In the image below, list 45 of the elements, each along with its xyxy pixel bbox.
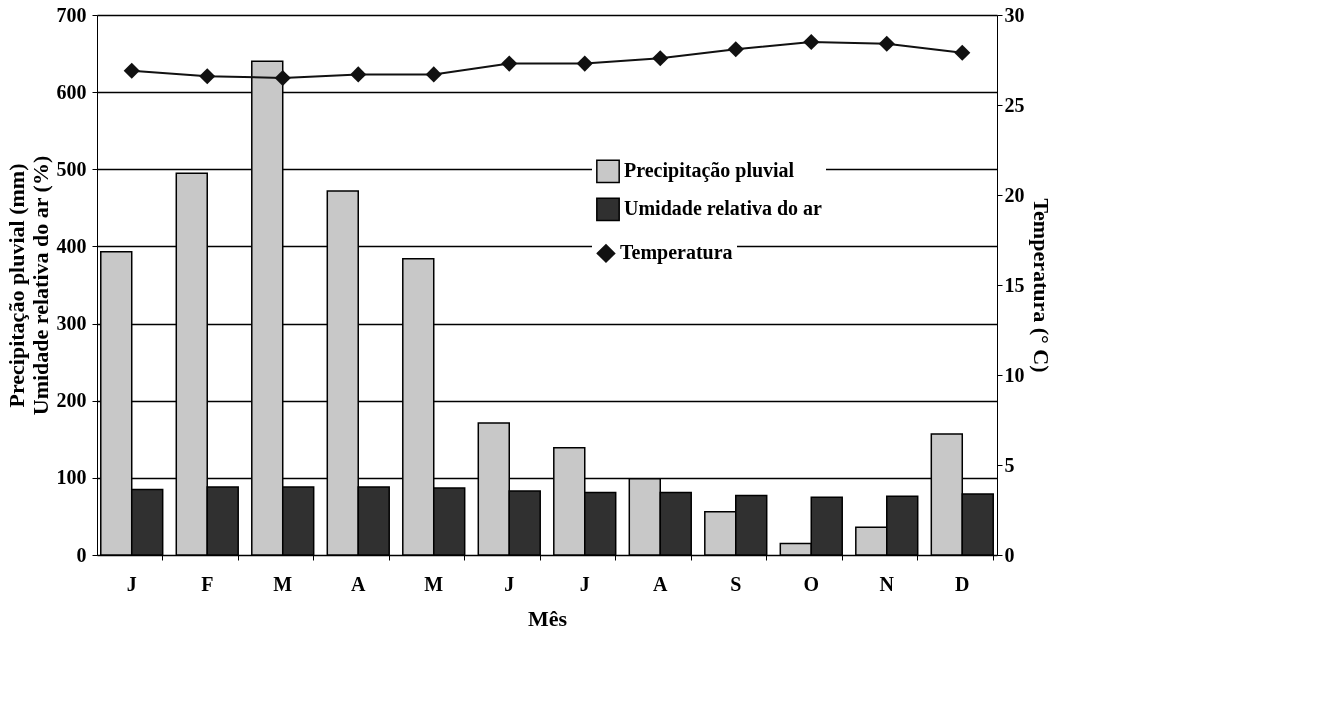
- point: [576, 55, 593, 72]
- x-tick-label: J: [579, 572, 590, 595]
- x-tick-label: A: [653, 572, 669, 595]
- y-tick-label: 300: [56, 312, 87, 335]
- x-tick-label: M: [273, 572, 293, 595]
- y-tick-label: 0: [76, 543, 87, 566]
- y-tick-label: 100: [56, 466, 87, 489]
- y-axis-title: Precipitação pluvial (mm) Umidade relativa do ar (%): [3, 155, 53, 416]
- y2-tick-label: 5: [1004, 453, 1015, 476]
- point: [425, 66, 442, 83]
- point: [199, 68, 216, 85]
- y2-tick-label: 25: [1004, 93, 1025, 116]
- legend-label: Umidade relativa do ar: [624, 197, 823, 220]
- y-tick-label: 700: [56, 3, 87, 26]
- y2-tick-label: 30: [1004, 3, 1025, 26]
- y2-tick-label: 0: [1004, 543, 1015, 566]
- point: [123, 62, 140, 79]
- y2-tick-label: 15: [1004, 273, 1025, 296]
- point: [878, 35, 895, 52]
- point: [274, 69, 291, 87]
- x-tick-label: J: [126, 572, 137, 595]
- y-tick-label: 600: [56, 80, 87, 103]
- x-tick-label: A: [351, 572, 367, 595]
- point: [727, 41, 744, 58]
- x-tick-label: D: [955, 572, 970, 595]
- point: [652, 50, 669, 67]
- y2-tick-label: 10: [1004, 363, 1025, 386]
- y2-tick-label: 20: [1004, 183, 1025, 206]
- x-tick-label: F: [201, 572, 214, 595]
- y-tick-label: 400: [56, 234, 87, 257]
- x-axis-title: Mês: [527, 605, 568, 631]
- y2-axis-title: Temperatura (° C): [1028, 198, 1054, 373]
- x-tick-label: S: [730, 572, 742, 595]
- x-tick-label: O: [803, 572, 820, 595]
- point: [350, 66, 367, 83]
- point: [803, 33, 820, 51]
- y-tick-label: 200: [56, 389, 87, 412]
- x-tick-label: J: [504, 572, 515, 595]
- point: [501, 55, 518, 72]
- legend-label: Precipitação pluvial: [624, 159, 795, 183]
- point: [954, 44, 971, 61]
- x-tick-label: M: [424, 572, 444, 595]
- legend-label: Temperatura: [620, 241, 733, 265]
- x-tick-label: N: [879, 572, 895, 595]
- y-tick-label: 500: [56, 157, 87, 180]
